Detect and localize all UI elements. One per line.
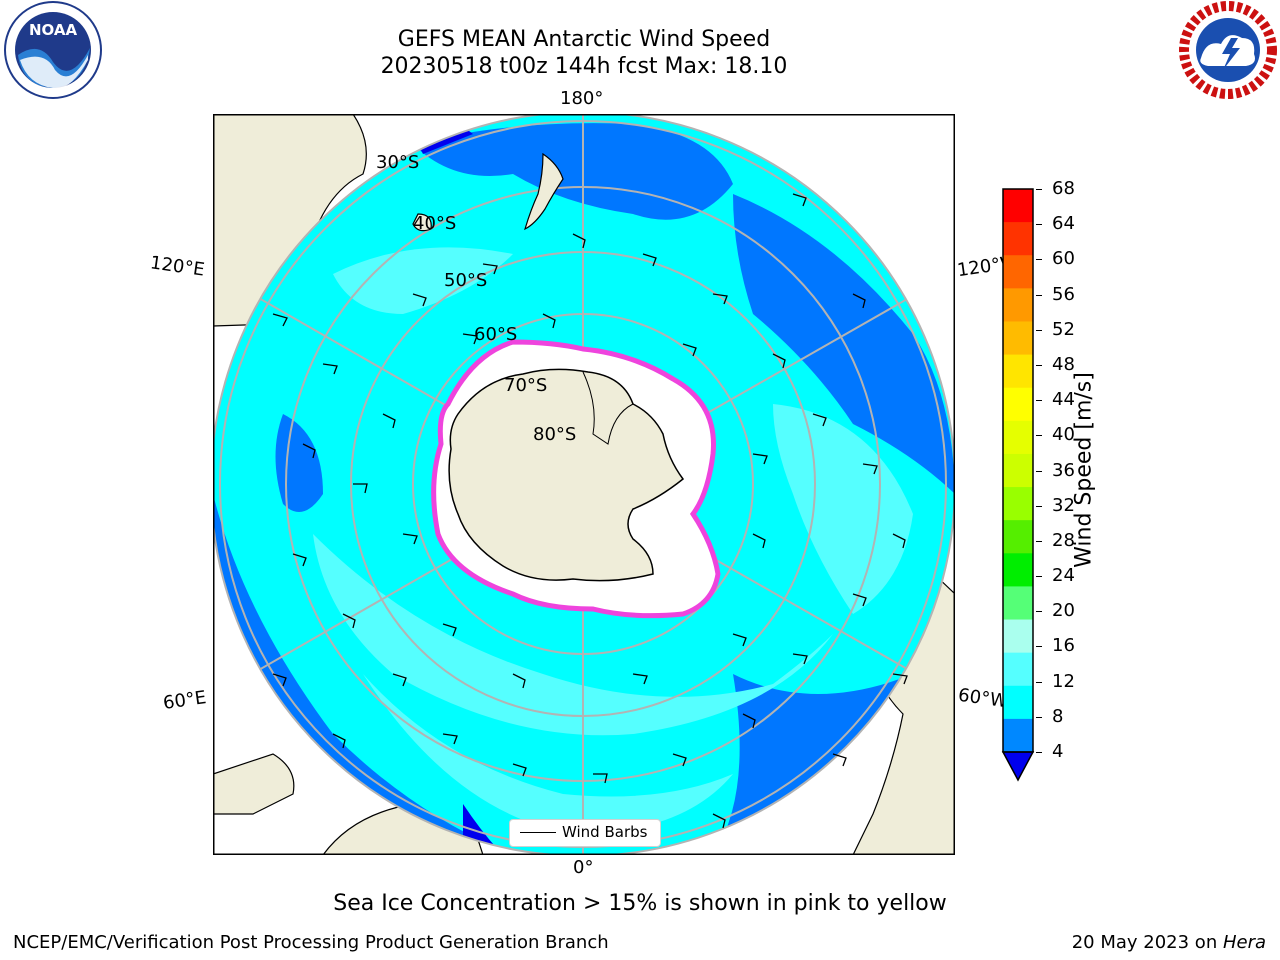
lat-label-60s: 60°S <box>474 324 518 345</box>
lat-label-40s: 40°S <box>413 213 457 234</box>
lat-label-50s: 50°S <box>444 270 488 291</box>
colorbar-tick-label: 52 <box>1052 318 1075 340</box>
lat-label-80s: 80°S <box>533 424 577 445</box>
lon-label-180: 180° <box>560 88 604 109</box>
colorbar-tick-mark <box>1036 435 1042 437</box>
colorbar-tick-label: 64 <box>1052 213 1075 235</box>
colorbar-tick-label: 32 <box>1052 494 1075 516</box>
colorbar-segment <box>1003 222 1033 256</box>
colorbar-tick-label: 36 <box>1052 459 1075 481</box>
antarctic-map <box>213 114 955 855</box>
map-subtitle: 20230518 t00z 144h fcst Max: 18.10 <box>380 54 788 79</box>
colorbar-tick-label: 56 <box>1052 283 1075 305</box>
colorbar-tick-mark <box>1036 189 1042 190</box>
footer-machine: Hera <box>1222 932 1266 953</box>
noaa-logo: NOAA <box>4 1 102 99</box>
colorbar-tick-label: 12 <box>1052 670 1075 692</box>
colorbar-segment <box>1003 189 1033 223</box>
legend-line <box>520 832 556 833</box>
colorbar-tick-mark <box>1036 752 1042 753</box>
colorbar-tick-mark <box>1036 259 1042 261</box>
colorbar-tick-label: 40 <box>1052 424 1075 446</box>
colorbar-tick-mark <box>1036 294 1042 296</box>
colorbar-segment <box>1003 288 1033 322</box>
colorbar-segment <box>1003 586 1033 621</box>
colorbar-tick-mark <box>1036 224 1042 226</box>
colorbar-tick-label: 68 <box>1052 178 1075 199</box>
lon-label-120e: 120°E <box>148 252 206 281</box>
colorbar-segment <box>1003 321 1033 356</box>
colorbar-tick-mark <box>1036 611 1042 613</box>
colorbar-tick-mark <box>1036 364 1042 366</box>
colorbar-tick-mark <box>1036 470 1042 472</box>
lat-label-30s: 30°S <box>376 152 420 173</box>
colorbar-tick-label: 20 <box>1052 600 1075 622</box>
lon-label-0: 0° <box>573 857 594 878</box>
colorbar-tick-mark <box>1036 576 1042 578</box>
lon-label-60e: 60°E <box>161 687 208 714</box>
sea-ice-caption: Sea Ice Concentration > 15% is shown in … <box>333 891 947 916</box>
colorbar-segment <box>1003 520 1033 554</box>
colorbar-tick-mark <box>1036 329 1042 331</box>
colorbar-tick-label: 16 <box>1052 635 1075 657</box>
footer-producer: NCEP/EMC/Verification Post Processing Pr… <box>13 932 609 953</box>
footer-date-text: 20 May 2023 on <box>1071 932 1223 953</box>
colorbar-tick-mark <box>1036 400 1042 402</box>
nws-logo <box>1179 1 1277 99</box>
colorbar-segment <box>1003 685 1033 720</box>
colorbar-segment <box>1003 453 1033 488</box>
colorbar-segment <box>1003 387 1033 422</box>
svg-text:NOAA: NOAA <box>29 21 78 39</box>
wind-speed-colorbar <box>1001 188 1035 782</box>
colorbar-segment <box>1003 553 1033 587</box>
colorbar-tick-mark <box>1036 716 1042 718</box>
map-title: GEFS MEAN Antarctic Wind Speed <box>397 27 771 52</box>
colorbar-segment <box>1003 354 1033 389</box>
colorbar-segment <box>1003 255 1033 289</box>
colorbar-tick-mark <box>1036 505 1042 507</box>
colorbar-tick-mark <box>1036 540 1042 542</box>
colorbar-tick-label: 24 <box>1052 565 1075 587</box>
legend-label: Wind Barbs <box>562 823 648 841</box>
colorbar-tick-label: 28 <box>1052 529 1075 551</box>
colorbar-segment <box>1003 718 1033 753</box>
lat-label-70s: 70°S <box>504 375 548 396</box>
colorbar-tick-label: 44 <box>1052 389 1075 411</box>
colorbar-segment <box>1003 652 1033 687</box>
colorbar-segment <box>1003 420 1033 455</box>
colorbar-segment <box>1003 487 1033 521</box>
colorbar-segment <box>1003 619 1033 654</box>
colorbar-label: Wind Speed [m/s] <box>1071 372 1097 568</box>
colorbar-tick-label: 48 <box>1052 353 1075 375</box>
colorbar-tick-label: 8 <box>1052 705 1064 727</box>
colorbar-under-arrow <box>1001 751 1035 782</box>
footer-date: 20 May 2023 on Hera <box>1072 932 1266 953</box>
map-legend: Wind Barbs <box>509 819 661 847</box>
colorbar-tick-label: 4 <box>1052 741 1064 762</box>
colorbar-tick-mark <box>1036 646 1042 648</box>
colorbar-tick-label: 60 <box>1052 248 1075 270</box>
colorbar-tick-mark <box>1036 681 1042 683</box>
